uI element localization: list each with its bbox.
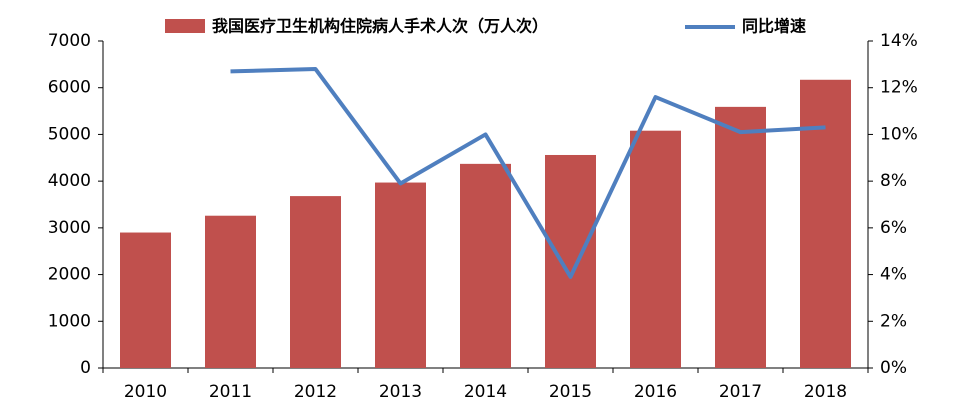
y2-tick-label: 14% (880, 31, 918, 51)
y2-tick-label: 4% (880, 265, 907, 285)
x-tick-label: 2015 (549, 382, 592, 402)
y-tick-label: 6000 (48, 78, 91, 98)
y-tick-label: 5000 (48, 124, 91, 144)
bar (715, 106, 766, 369)
y2-tick-label: 12% (880, 78, 918, 98)
y-tick-label: 0 (80, 358, 91, 378)
x-tick-label: 2017 (719, 382, 762, 402)
bar (120, 232, 171, 368)
bar (630, 130, 681, 368)
x-tick-label: 2016 (634, 382, 677, 402)
y-tick-label: 3000 (48, 218, 91, 238)
y2-tick-label: 0% (880, 358, 907, 378)
y-tick-label: 1000 (48, 311, 91, 331)
legend-swatch (165, 19, 205, 33)
x-tick-label: 2018 (804, 382, 847, 402)
y2-tick-label: 10% (880, 124, 918, 144)
x-tick-label: 2013 (379, 382, 422, 402)
bar (375, 182, 426, 368)
y-tick-label: 4000 (48, 171, 91, 191)
bar (290, 196, 341, 368)
bar (800, 79, 851, 368)
x-tick-label: 2012 (294, 382, 337, 402)
bar (205, 215, 256, 368)
bar (460, 163, 511, 368)
bar (545, 154, 596, 368)
legend-label: 同比增速 (742, 17, 806, 36)
line (230, 67, 826, 279)
legend-label: 我国医疗卫生机构住院病人手术人次（万人次） (212, 17, 548, 36)
x-tick-label: 2014 (464, 382, 507, 402)
y-tick-label: 2000 (48, 265, 91, 285)
x-tick-label: 2011 (209, 382, 252, 402)
y2-tick-label: 8% (880, 171, 907, 191)
x-tick-label: 2010 (124, 382, 167, 402)
y2-tick-label: 2% (880, 311, 907, 331)
y-tick-label: 7000 (48, 31, 91, 51)
y2-tick-label: 6% (880, 218, 907, 238)
